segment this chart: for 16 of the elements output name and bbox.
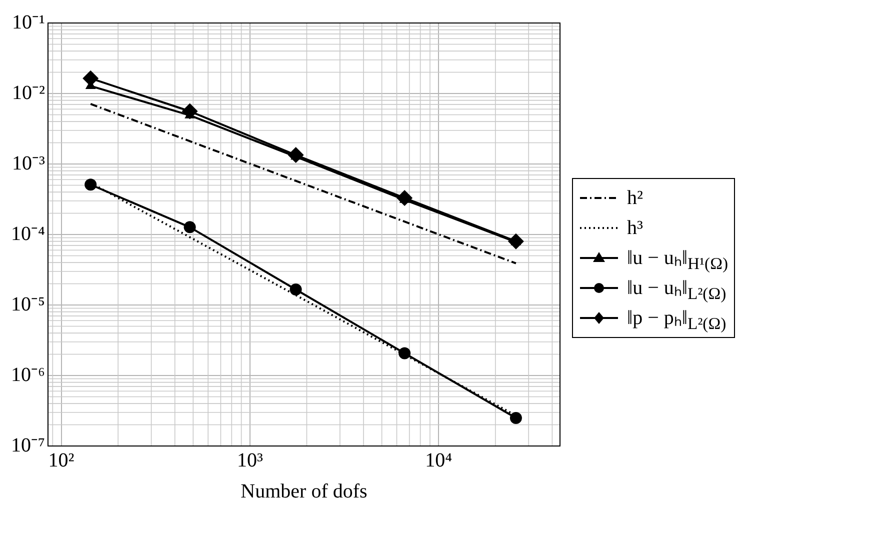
legend-label: ‖u − uₕ‖$_{L²(Ω)}$ bbox=[627, 276, 726, 304]
y-tick-label: 10⁻⁴ bbox=[10, 222, 45, 245]
legend-label: h² bbox=[627, 186, 643, 210]
y-tick-label: 10⁻⁵ bbox=[10, 293, 45, 316]
x-tick-label: 10⁴ bbox=[425, 449, 452, 472]
y-tick-label: 10⁻⁶ bbox=[10, 364, 45, 386]
x-tick-label: 10³ bbox=[236, 449, 263, 472]
y-tick-label: 10⁻⁷ bbox=[10, 434, 45, 456]
legend-label: h³ bbox=[627, 216, 643, 240]
x-axis-title: Number of dofs bbox=[240, 480, 368, 502]
y-tick-label: 10⁻¹ bbox=[12, 11, 45, 34]
legend-label: ‖p − pₕ‖$_{L²(Ω)}$ bbox=[627, 306, 726, 334]
legend-label: ‖u − uₕ‖$_{H¹(Ω)}$ bbox=[627, 246, 728, 274]
x-tick-label: 10² bbox=[48, 449, 74, 472]
y-tick-label: 10⁻³ bbox=[12, 152, 45, 174]
y-tick-label: 10⁻² bbox=[12, 82, 45, 104]
